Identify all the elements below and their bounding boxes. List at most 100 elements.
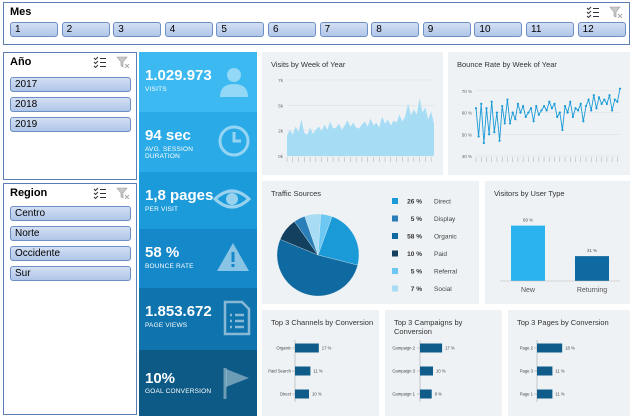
- multi-select-icon[interactable]: [93, 56, 107, 68]
- kpi-tile-bounce-rate: 58 % BOUNCE RATE: [139, 229, 257, 288]
- value-label: 18 %: [565, 346, 575, 351]
- top-pages-title: Top 3 Pages by Conversion: [517, 318, 609, 327]
- bounce-point: [503, 122, 506, 125]
- visits-area: [287, 98, 434, 156]
- month-button-12[interactable]: 12: [577, 22, 626, 37]
- bar-value-label: 69 %: [523, 218, 533, 223]
- region-button-occidente[interactable]: Occidente: [10, 246, 131, 261]
- visits-chart-panel: Visits by Week of Year 0k 2k 5k 7k: [262, 52, 443, 175]
- region-slicer: Region Centro Norte Occidente Sur: [3, 183, 137, 415]
- bounce-point: [474, 107, 478, 110]
- visits-chart: 0k 2k 5k 7k: [278, 78, 434, 162]
- month-button-5[interactable]: 5: [216, 22, 265, 37]
- bounce-point: [535, 104, 538, 108]
- mes-slicer: Mes 1 2 3 4 5 6 7 8 9 10 11 12: [3, 2, 630, 45]
- bounce-chart: 40 % 50 % 60 % 70 %: [462, 87, 622, 162]
- month-button-10[interactable]: 10: [474, 22, 523, 37]
- legend-swatch: [392, 233, 398, 239]
- ano-slicer: Año 2017 2018 2019: [3, 52, 137, 180]
- bounce-point: [550, 107, 554, 110]
- bounce-point: [595, 107, 598, 110]
- bounce-point: [556, 115, 559, 119]
- bounce-point: [545, 109, 548, 112]
- clear-filter-icon[interactable]: [116, 56, 130, 68]
- bounce-point: [537, 113, 540, 116]
- month-button-11[interactable]: 11: [526, 22, 574, 37]
- bounce-point: [558, 111, 561, 114]
- bar-category-label: New: [521, 287, 536, 294]
- month-button-4[interactable]: 4: [164, 22, 213, 37]
- legend-percent: 5 %: [411, 269, 422, 276]
- legend-percent: 26 %: [407, 199, 422, 206]
- region-button-norte[interactable]: Norte: [10, 226, 131, 241]
- flag-icon: [221, 366, 251, 405]
- month-button-6[interactable]: 6: [268, 22, 316, 37]
- category-label: Campaign 1: [392, 392, 415, 397]
- region-button-centro[interactable]: Centro: [10, 206, 131, 221]
- month-button-3[interactable]: 3: [113, 22, 162, 37]
- multi-select-icon[interactable]: [93, 187, 107, 199]
- bounce-point: [563, 104, 567, 108]
- bounce-point: [506, 98, 509, 101]
- multi-select-icon[interactable]: [586, 6, 600, 18]
- month-button-7[interactable]: 7: [319, 22, 368, 37]
- legend-percent: 5 %: [411, 216, 422, 223]
- kpi-value: 1,8 pages: [145, 187, 214, 204]
- bar: [295, 389, 309, 399]
- bounce-point: [482, 141, 485, 145]
- top-pages-chart: Page 2 18 % Page 3 11 % Page 1 11 %: [520, 340, 575, 402]
- month-button-1[interactable]: 1: [10, 22, 58, 37]
- bounce-point: [493, 131, 496, 134]
- month-button-8[interactable]: 8: [371, 22, 420, 37]
- bar: [420, 366, 433, 376]
- month-button-9[interactable]: 9: [422, 22, 471, 37]
- category-label: Campaign 3: [392, 369, 415, 374]
- bar: [420, 389, 432, 399]
- value-label: 10 %: [312, 392, 322, 397]
- clock-icon: [217, 124, 251, 163]
- bounce-point: [522, 104, 525, 108]
- visitors-type-panel: Visitors by User Type 69 % New 31 % Returni…: [485, 181, 630, 304]
- bounce-point: [527, 111, 530, 114]
- category-label: Direct: [280, 392, 292, 397]
- kpi-tile-goal-conversion: 10% GOAL CONVERSION: [139, 350, 257, 416]
- y-tick-label: 40 %: [462, 154, 472, 159]
- region-button-sur[interactable]: Sur: [10, 266, 131, 281]
- legend-label: Paid: [434, 251, 447, 258]
- traffic-sources-title: Traffic Sources: [271, 189, 322, 198]
- kpi-tile-per-visit: 1,8 pages PER VISIT: [139, 172, 257, 229]
- legend-swatch: [392, 215, 398, 222]
- year-button-2019[interactable]: 2019: [10, 117, 131, 132]
- kpi-label: PER VISIT: [145, 206, 179, 213]
- bounce-point: [511, 111, 514, 114]
- traffic-sources-panel: Traffic Sources 26 % Direct 5 % Display 58 %…: [262, 181, 479, 304]
- clear-filter-icon[interactable]: [609, 6, 623, 18]
- bounce-point: [587, 98, 590, 101]
- bounce-point: [508, 122, 512, 125]
- top-campaigns-title: Top 3 Campaigns by Conversion: [394, 318, 463, 336]
- month-button-2[interactable]: 2: [61, 22, 110, 37]
- traffic-pie-chart: 26 % Direct 5 % Display 58 % Organic 10 % Paid 5…: [276, 198, 458, 297]
- bounce-point: [616, 100, 619, 103]
- bar-value-label: 31 %: [587, 248, 597, 253]
- bounce-chart-title: Bounce Rate by Week of Year: [457, 60, 557, 69]
- legend-label: Organic: [434, 234, 458, 241]
- kpi-label: AVG. SESSION: [145, 146, 194, 153]
- bar: [420, 343, 443, 353]
- year-button-2017[interactable]: 2017: [10, 77, 131, 92]
- year-button-2018[interactable]: 2018: [10, 97, 131, 112]
- bar: [537, 343, 563, 353]
- top-campaigns-panel: Top 3 Campaigns by Conversion Campaign 2…: [385, 310, 502, 416]
- bounce-point: [582, 120, 585, 123]
- kpi-label-line2: DURATION: [145, 153, 181, 160]
- bounce-point: [613, 98, 616, 101]
- kpi-tile-visits: 1.029.973 VISITS: [139, 52, 257, 112]
- bounce-chart-panel: Bounce Rate by Week of Year 40 % 50 % 60 %…: [448, 52, 630, 175]
- category-label: Page 2: [520, 346, 534, 351]
- clear-filter-icon[interactable]: [116, 187, 130, 199]
- user-icon: [217, 64, 251, 103]
- bounce-point: [608, 94, 611, 97]
- legend-percent: 7 %: [411, 286, 422, 293]
- ano-slicer-title: Año: [10, 56, 32, 68]
